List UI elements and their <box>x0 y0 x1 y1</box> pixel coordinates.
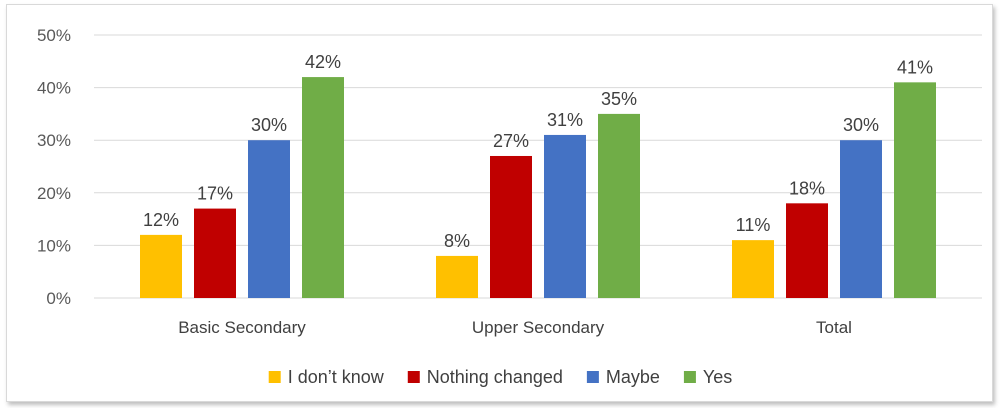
data-labels: 12% 17% 30% 42% 8% 27% 31% 35% 11% 18% 30% 41% <box>143 52 933 251</box>
legend-label-0: I don’t know <box>288 367 385 387</box>
bar-1-0 <box>436 255 478 298</box>
legend-swatch-2 <box>586 371 599 383</box>
bar-2-2 <box>840 140 882 298</box>
data-label-0-2: 30% <box>251 115 287 135</box>
data-label-2-2: 30% <box>843 115 879 135</box>
y-tick-label-20: 20% <box>37 184 71 203</box>
bar-chart: 0% 10% 20% 30% 40% 50% 12% 17% 30% 42% 8% 27% 31% 35… <box>37 26 982 387</box>
bar-1-3 <box>598 113 640 299</box>
bars <box>140 77 936 299</box>
legend-swatch-3 <box>683 371 696 383</box>
y-tick-label-10: 10% <box>37 236 71 255</box>
category-labels: Basic Secondary Upper Secondary Total <box>178 318 852 337</box>
legend-swatch-1 <box>407 371 420 383</box>
category-label-0: Basic Secondary <box>178 318 306 337</box>
bar-1-2 <box>544 134 586 298</box>
data-label-1-1: 27% <box>493 131 529 151</box>
legend-swatch-0 <box>268 371 281 383</box>
legend: I don’t know Nothing changed Maybe Yes <box>268 367 732 387</box>
category-label-2: Total <box>816 318 852 337</box>
data-label-2-1: 18% <box>789 178 825 198</box>
y-tick-label-0: 0% <box>46 289 71 308</box>
chart-frame: 0% 10% 20% 30% 40% 50% 12% 17% 30% 42% 8% 27% 31% 35… <box>6 4 993 402</box>
data-label-0-0: 12% <box>143 210 179 230</box>
data-label-2-0: 11% <box>736 215 771 235</box>
data-label-1-2: 31% <box>547 110 583 130</box>
bar-0-3 <box>302 77 344 298</box>
bar-1-1 <box>490 155 532 298</box>
data-label-1-3: 35% <box>601 89 637 109</box>
data-label-0-1: 17% <box>197 184 233 204</box>
bar-0-0 <box>140 234 182 298</box>
legend-label-2: Maybe <box>606 367 660 387</box>
legend-label-1: Nothing changed <box>427 367 563 387</box>
y-axis-tick-labels: 0% 10% 20% 30% 40% 50% <box>37 26 71 308</box>
y-tick-label-30: 30% <box>37 131 71 150</box>
data-label-1-0: 8% <box>444 231 470 251</box>
data-label-0-3: 42% <box>305 52 341 72</box>
legend-label-3: Yes <box>703 367 732 387</box>
bar-2-3 <box>894 82 936 298</box>
gridlines <box>94 34 982 299</box>
bar-2-0 <box>732 240 774 298</box>
y-tick-label-40: 40% <box>37 79 71 98</box>
data-label-2-3: 41% <box>897 57 933 77</box>
bar-2-1 <box>786 203 828 298</box>
y-tick-label-50: 50% <box>37 26 71 45</box>
bar-0-2 <box>248 140 290 298</box>
category-label-1: Upper Secondary <box>472 318 605 337</box>
bar-0-1 <box>194 208 236 298</box>
